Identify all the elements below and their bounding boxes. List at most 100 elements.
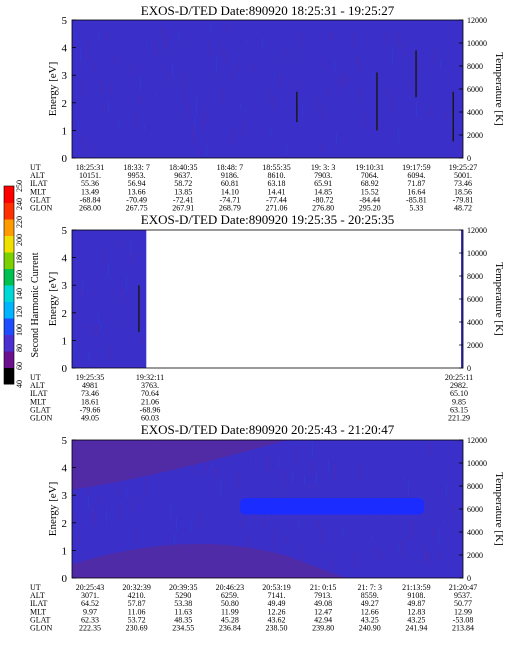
spectrogram-band xyxy=(240,497,424,515)
y-tick-label: 4 xyxy=(62,463,68,475)
spectrogram-noise xyxy=(202,116,203,132)
spectrogram-noise xyxy=(132,250,133,266)
spectrogram-noise xyxy=(372,70,373,79)
table-cell: 6094. xyxy=(407,171,425,180)
spectrogram-noise xyxy=(336,132,337,145)
spectrogram-noise xyxy=(326,87,327,99)
spectrogram-background xyxy=(72,230,147,368)
table-cell: 6259. xyxy=(221,591,239,600)
table-cell: 13.85 xyxy=(174,187,192,196)
spectrogram-noise xyxy=(84,137,85,155)
spectrogram-noise xyxy=(86,42,87,61)
spectrogram-noise xyxy=(418,63,419,69)
table-row-label: ALT xyxy=(30,591,45,600)
spectrogram-noise xyxy=(294,446,295,464)
spectrogram-noise xyxy=(144,477,145,495)
spectrogram-noise xyxy=(306,132,307,137)
table-cell: 12.47 xyxy=(314,607,332,616)
spectrogram-noise xyxy=(114,53,115,64)
colorbar-tick-label: 220 xyxy=(15,216,24,228)
table-cell: 13.66 xyxy=(128,187,146,196)
spectrogram-noise xyxy=(312,441,313,459)
table-cell: 49.05 xyxy=(81,414,99,423)
spectrogram-noise xyxy=(416,100,417,118)
spectrogram-noise xyxy=(248,536,249,551)
spectrogram-noise xyxy=(206,458,207,475)
spectrogram-noise xyxy=(132,496,133,514)
table-cell: 60.03 xyxy=(141,414,159,423)
spectrogram-noise xyxy=(116,317,117,324)
spectrogram-noise xyxy=(434,52,435,62)
spectrogram-noise xyxy=(398,544,399,555)
table-cell: 71.87 xyxy=(407,179,425,188)
spectrogram-noise xyxy=(194,462,195,474)
colorbar-segment xyxy=(4,186,14,203)
colorbar-tick-label: 200 xyxy=(15,234,24,246)
spectrogram-noise xyxy=(226,23,227,33)
spectrogram-noise xyxy=(106,31,107,42)
spectrogram-noise xyxy=(338,77,339,92)
table-cell: 73.46 xyxy=(81,389,99,398)
spectrogram-noise xyxy=(396,31,397,48)
table-cell: 49.08 xyxy=(314,599,332,608)
spectrogram-noise xyxy=(292,472,293,485)
spectrogram-noise xyxy=(154,40,155,57)
colorbar-segment xyxy=(4,252,14,269)
table-cell: 276.80 xyxy=(312,204,334,213)
table-row-label: ILAT xyxy=(30,389,47,398)
table-cell: 19:25:27 xyxy=(449,163,477,172)
spectrogram-noise xyxy=(252,61,253,71)
spectrogram-noise xyxy=(118,119,119,128)
spectrogram-noise xyxy=(236,64,237,73)
spectrogram-noise xyxy=(94,61,95,74)
spectrogram-noise xyxy=(134,230,135,235)
table-cell: 271.06 xyxy=(266,204,288,213)
table-cell: 18:33: 7 xyxy=(123,163,149,172)
spectrogram-noise xyxy=(320,528,321,545)
table-cell: 73.46 xyxy=(454,179,472,188)
table-cell: 65.91 xyxy=(314,179,332,188)
spectrogram-noise xyxy=(94,512,95,526)
table-row-label: MLT xyxy=(30,607,46,616)
table-cell: 7064. xyxy=(361,171,379,180)
spectrogram-noise xyxy=(356,56,357,67)
table-cell: 20:46:23 xyxy=(216,583,244,592)
y-tick-label: 2 xyxy=(62,518,68,530)
spectrogram-noise xyxy=(426,553,427,565)
spectrogram-noise xyxy=(346,485,347,490)
spectrogram-noise xyxy=(108,100,109,115)
spectrogram-noise xyxy=(440,60,441,70)
spectrogram-noise xyxy=(82,281,83,295)
y-right-tick-label: 12000 xyxy=(467,16,487,25)
spectrogram-noise xyxy=(264,517,265,529)
y-tick-label: 5 xyxy=(62,225,68,237)
table-row-label: GLON xyxy=(30,414,52,423)
panel-title: EXOS-D/TED Date:890920 20:25:43 - 21:20:… xyxy=(141,422,395,437)
spectrogram-noise xyxy=(120,505,121,522)
table-row-label: UT xyxy=(30,373,41,382)
spectrogram-noise xyxy=(334,60,335,70)
colorbar-tick-label: 120 xyxy=(15,306,24,318)
spectrogram-noise xyxy=(400,539,401,556)
spectrogram-noise xyxy=(298,520,299,529)
table-cell: -70.49 xyxy=(126,195,147,204)
table-row-label: GLAT xyxy=(30,405,51,414)
spectrogram-noise xyxy=(78,534,79,545)
table-row-label: UT xyxy=(30,583,41,592)
spectrogram-noise xyxy=(310,459,311,475)
spectrogram-noise xyxy=(274,531,275,549)
y-right-tick-label: 4000 xyxy=(467,528,483,537)
table-cell: 50.80 xyxy=(221,599,239,608)
table-cell: 7913. xyxy=(314,591,332,600)
table-cell: 11.99 xyxy=(221,607,239,616)
table-cell: 12.66 xyxy=(361,607,379,616)
table-cell: 62.33 xyxy=(81,615,99,624)
table-cell: -68.84 xyxy=(80,195,101,204)
spectrogram-noise xyxy=(74,342,75,357)
spectrogram-noise xyxy=(322,108,323,122)
spectrogram-noise xyxy=(88,495,89,508)
table-cell: 240.90 xyxy=(359,624,381,633)
table-cell: 7903. xyxy=(314,171,332,180)
spectrogram-noise xyxy=(80,288,81,296)
spectrogram-noise xyxy=(358,59,359,74)
